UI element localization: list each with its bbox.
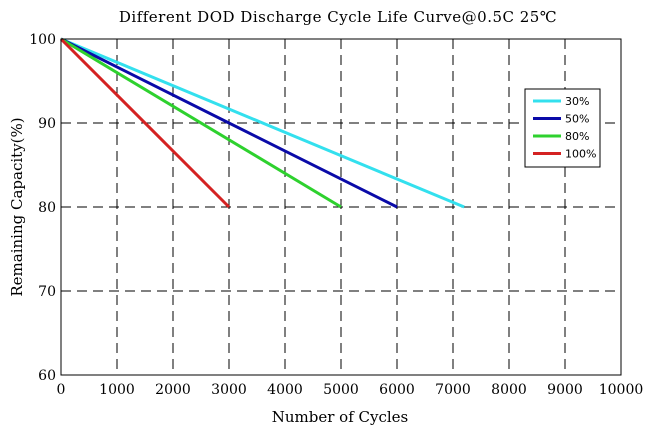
y-tick-label: 80 <box>38 200 56 216</box>
series-group <box>59 37 465 209</box>
legend-label: 100% <box>565 148 596 161</box>
plot-frame <box>60 38 622 376</box>
x-tick-label: 5000 <box>323 382 359 398</box>
y-tick-label: 90 <box>38 116 56 132</box>
y-tick-label: 60 <box>38 368 56 384</box>
chart-title: Different DOD Discharge Cycle Life Curve… <box>119 8 557 26</box>
series-line <box>59 37 231 209</box>
y-axis-label: Remaining Capacity(%) <box>8 117 26 296</box>
y-tick-label: 70 <box>38 284 56 300</box>
x-tick-label: 8000 <box>491 382 527 398</box>
x-tick-label: 6000 <box>379 382 415 398</box>
x-tick-label: 1000 <box>99 382 135 398</box>
x-tick-label: 9000 <box>547 382 583 398</box>
series-line <box>60 37 465 209</box>
x-tick-label: 2000 <box>155 382 191 398</box>
legend: 30% 50% 80% 100% <box>524 88 601 168</box>
x-tick-label: 7000 <box>435 382 471 398</box>
legend-label: 80% <box>565 130 589 143</box>
y-tick-label: 100 <box>29 32 56 48</box>
legend-label: 30% <box>565 95 589 108</box>
legend-label: 50% <box>565 113 589 126</box>
x-axis-label: Number of Cycles <box>272 408 409 426</box>
x-tick-label: 10000 <box>599 382 644 398</box>
x-tick-label: 0 <box>57 382 66 398</box>
series-line <box>60 37 398 209</box>
x-tick-label: 4000 <box>267 382 303 398</box>
y-tick-labels: 60 70 80 90 100 <box>29 32 56 384</box>
x-tick-labels: 0 1000 2000 3000 4000 5000 6000 7000 8000 9000 100… <box>57 382 644 398</box>
x-tick-label: 3000 <box>211 382 247 398</box>
series-line <box>60 37 342 209</box>
